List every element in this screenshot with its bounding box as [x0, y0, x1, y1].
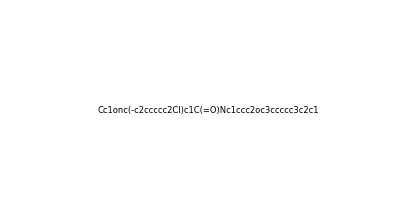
Text: Cc1onc(-c2ccccc2Cl)c1C(=O)Nc1ccc2oc3ccccc3c2c1: Cc1onc(-c2ccccc2Cl)c1C(=O)Nc1ccc2oc3cccc…	[98, 106, 319, 115]
